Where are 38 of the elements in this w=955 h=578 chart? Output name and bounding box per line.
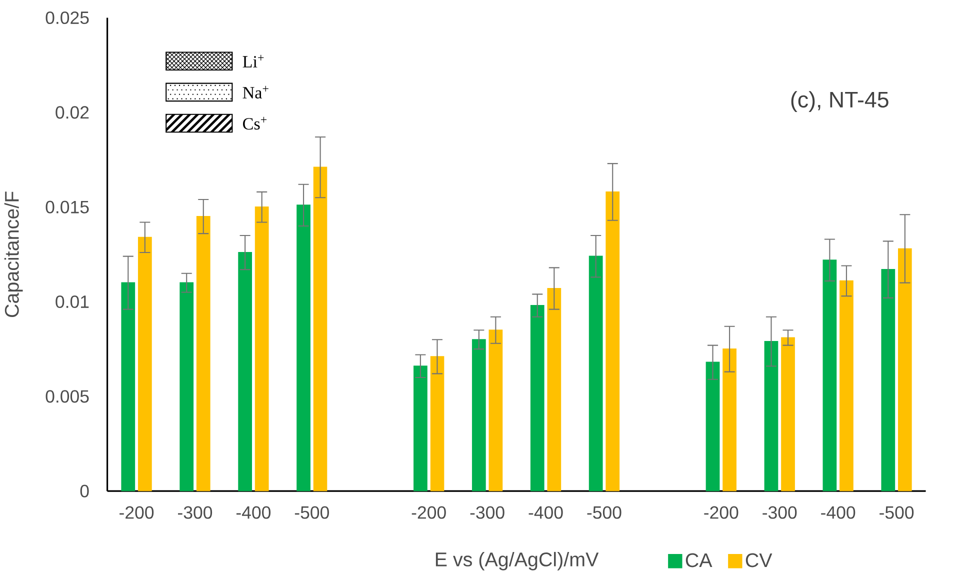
- annotation: (c), NT-45: [791, 91, 888, 112]
- y-axis-title: Capacitance/F: [4, 192, 23, 318]
- y-tick-label: 0.01: [56, 296, 89, 308]
- y-tick-label: 0.005: [46, 390, 89, 403]
- bar: [722, 348, 736, 492]
- y-tick-label: 0: [80, 484, 89, 498]
- y-tick-label: 0.025: [46, 12, 89, 24]
- x-tick-label: -500: [880, 506, 914, 519]
- x-tick-label: -400: [528, 506, 563, 519]
- legend-label: CA: [686, 553, 712, 568]
- x-tick-label: -200: [120, 506, 154, 519]
- bar: [254, 206, 269, 492]
- annotation: Cs$^{+}$: [243, 116, 267, 130]
- x-tick-label: -500: [294, 506, 329, 519]
- y-tick-label: 0.015: [46, 200, 89, 214]
- bar: [196, 216, 210, 492]
- annotation: Li$^{+}$: [242, 54, 264, 68]
- bar: [547, 288, 562, 492]
- bar: [313, 166, 328, 492]
- y-tick-label: 0.02: [56, 106, 89, 119]
- x-tick-label: -400: [821, 506, 856, 519]
- bar: [138, 236, 152, 492]
- x-tick-label: -300: [470, 506, 504, 519]
- bar: [488, 330, 503, 492]
- bar: [840, 280, 854, 492]
- x-axis-title: E vs (Ag/AgCl)/mV: [436, 552, 599, 570]
- legend-label: CV: [746, 553, 772, 568]
- bar: [606, 191, 620, 492]
- annotation: Na$^{+}$: [242, 86, 268, 99]
- bar: [781, 337, 795, 492]
- x-tick-label: -500: [587, 506, 622, 519]
- bar: [898, 248, 912, 492]
- bar: [430, 356, 444, 492]
- x-tick-label: -300: [762, 506, 797, 519]
- x-tick-label: -200: [704, 506, 738, 519]
- x-tick-label: -300: [178, 506, 212, 519]
- x-tick-label: -400: [236, 506, 271, 519]
- x-tick-label: -200: [412, 506, 446, 519]
